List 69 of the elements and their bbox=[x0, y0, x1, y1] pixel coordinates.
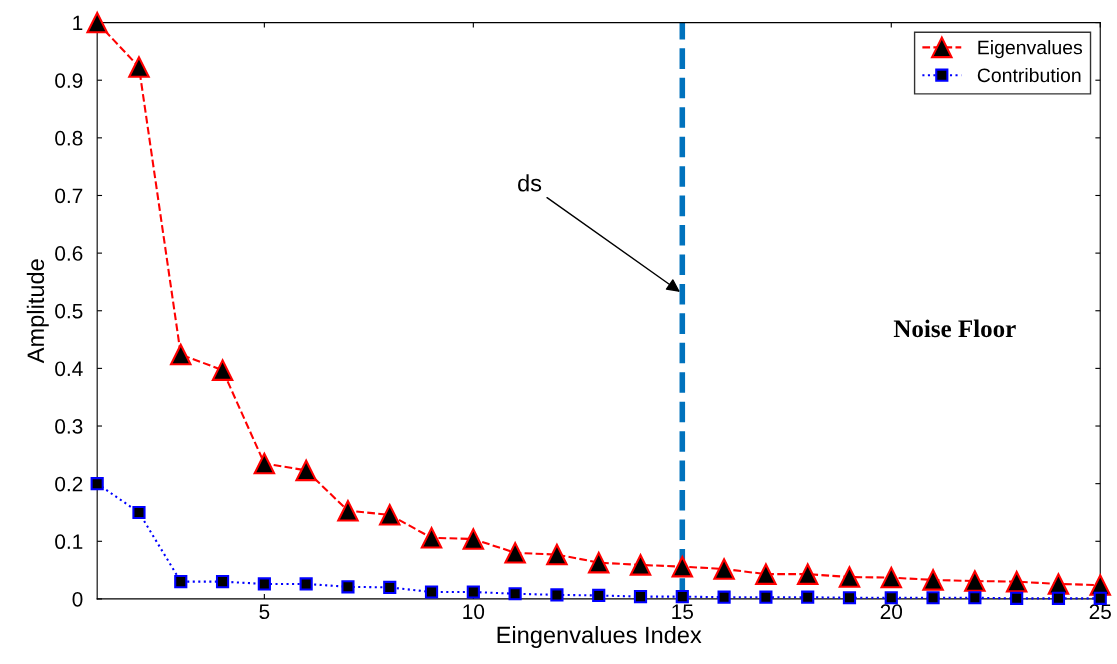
point bbox=[633, 590, 648, 604]
y-tick-label: 0.1 bbox=[55, 534, 83, 550]
point bbox=[257, 577, 271, 591]
point bbox=[211, 359, 234, 381]
point bbox=[420, 527, 443, 549]
point bbox=[592, 588, 606, 603]
point bbox=[796, 563, 819, 585]
point bbox=[1051, 591, 1066, 605]
y-tick-label: 0.8 bbox=[55, 130, 83, 146]
point bbox=[337, 499, 359, 522]
point bbox=[215, 575, 230, 589]
point bbox=[132, 505, 146, 520]
point bbox=[341, 580, 355, 594]
point bbox=[842, 591, 857, 605]
point bbox=[86, 11, 108, 34]
y-tick-label: 0.5 bbox=[55, 303, 83, 319]
x-tick-label: 15 bbox=[672, 604, 694, 620]
point bbox=[755, 563, 777, 585]
point bbox=[629, 554, 652, 576]
point bbox=[174, 575, 188, 589]
point bbox=[170, 343, 192, 366]
y-tick-label: 0.4 bbox=[55, 361, 83, 377]
point bbox=[922, 569, 944, 591]
point bbox=[884, 591, 898, 605]
legend-label: Contribution bbox=[977, 67, 1081, 83]
point bbox=[675, 590, 689, 604]
point bbox=[968, 591, 982, 605]
point bbox=[253, 452, 276, 475]
point bbox=[550, 588, 564, 602]
point bbox=[90, 477, 104, 491]
point bbox=[1005, 570, 1028, 593]
point bbox=[1010, 591, 1024, 605]
point bbox=[466, 585, 480, 599]
x-tick-label: 10 bbox=[463, 604, 485, 620]
point bbox=[926, 591, 940, 605]
y-tick-label: 0.6 bbox=[55, 246, 83, 261]
point bbox=[759, 590, 773, 604]
x-axis-title: Eingenvalues Index bbox=[497, 625, 702, 648]
point bbox=[295, 459, 317, 482]
point bbox=[546, 543, 568, 566]
x-tick-label: 5 bbox=[259, 604, 270, 620]
y-tick-label: 0.9 bbox=[55, 73, 83, 88]
point bbox=[671, 555, 694, 578]
point bbox=[801, 590, 815, 604]
point bbox=[462, 528, 485, 550]
point bbox=[378, 504, 401, 526]
annotation: Noise Floor bbox=[893, 319, 1016, 338]
point bbox=[587, 551, 610, 574]
y-tick-label: 1 bbox=[73, 15, 83, 31]
point bbox=[128, 56, 150, 78]
y-tick-label: 0.2 bbox=[55, 476, 83, 492]
legend-label: Eigenvalues bbox=[978, 40, 1083, 59]
y-tick-label: 0.7 bbox=[55, 188, 83, 204]
point bbox=[713, 558, 735, 580]
point bbox=[880, 566, 903, 589]
y-tick-label: 0 bbox=[72, 591, 83, 607]
point bbox=[508, 587, 522, 601]
point bbox=[424, 585, 439, 599]
point bbox=[1093, 591, 1107, 605]
point bbox=[504, 542, 526, 564]
point bbox=[299, 577, 313, 591]
point bbox=[383, 580, 397, 594]
y-tick-label: 0.3 bbox=[55, 419, 83, 434]
x-tick-label: 20 bbox=[880, 604, 903, 620]
point bbox=[964, 570, 986, 592]
y-axis-title: Amplitude bbox=[26, 259, 49, 364]
point bbox=[717, 590, 731, 604]
annotation: ds bbox=[518, 174, 542, 192]
point bbox=[838, 566, 861, 588]
